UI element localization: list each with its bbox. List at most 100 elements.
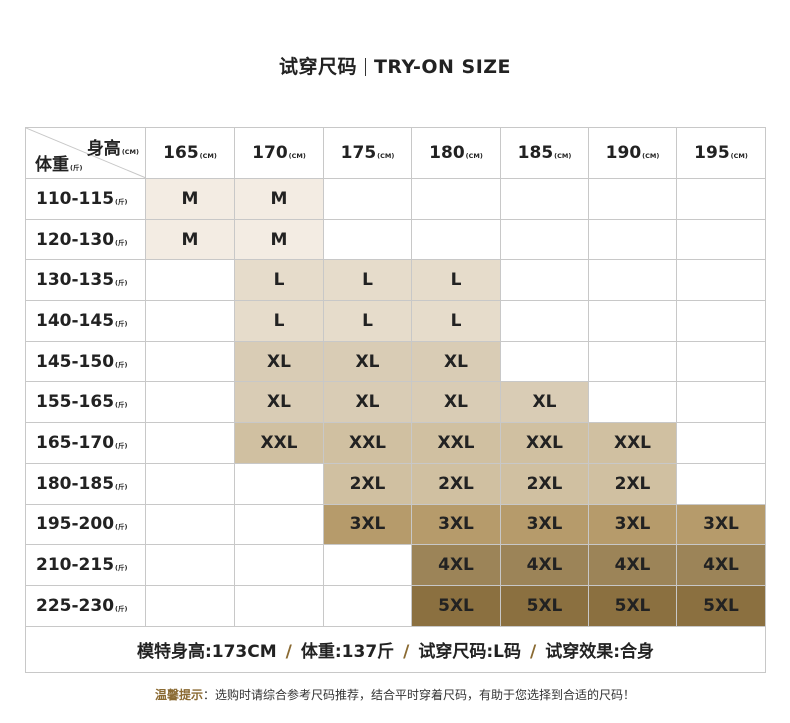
weight-cell-225-230: 225-230(斤) — [25, 584, 146, 627]
size-cell: M — [234, 178, 324, 220]
weight-value: 130-135 — [36, 270, 115, 291]
empty-cell — [588, 340, 677, 383]
empty-cell — [234, 584, 324, 627]
weight-cell-165-170: 165-170(斤) — [25, 422, 146, 464]
empty-cell — [145, 340, 235, 383]
height-unit: (CM) — [730, 152, 748, 160]
height-unit: (CM) — [377, 152, 395, 160]
size-cell: XL — [411, 340, 501, 383]
weight-cell-155-165: 155-165(斤) — [25, 381, 146, 424]
size-cell: 3XL — [323, 503, 412, 546]
empty-cell — [676, 259, 766, 302]
weight-cell-120-130: 120-130(斤) — [25, 218, 146, 261]
model-height: 模特身高:173CM — [136, 641, 277, 662]
empty-cell — [500, 259, 589, 302]
empty-cell — [411, 218, 501, 261]
height-header-170: 170(CM) — [234, 127, 324, 179]
model-info-cell: 模特身高:173CM / 体重:137斤 / 试穿尺码:L码 / 试穿效果:合身 — [25, 625, 766, 673]
size-cell: 3XL — [588, 503, 677, 546]
weight-unit: (斤) — [115, 564, 128, 573]
size-cell: 2XL — [588, 462, 677, 505]
weight-unit: (斤) — [115, 482, 128, 491]
table-row: 225-230(斤) 5XL 5XL 5XL 5XL — [25, 584, 766, 627]
size-cell: 4XL — [676, 544, 766, 586]
empty-cell — [323, 544, 412, 586]
tip-note: 温馨提示：选购时请综合参考尺码推荐，结合平时穿着尺码，有助于您选择到合适的尺码！ — [0, 686, 790, 703]
size-cell: 4XL — [411, 544, 501, 586]
weight-cell-180-185: 180-185(斤) — [25, 462, 146, 505]
empty-cell — [145, 381, 235, 424]
empty-cell — [234, 544, 324, 586]
weight-value: 165-170 — [36, 432, 115, 453]
weight-value: 110-115 — [36, 188, 115, 209]
empty-cell — [676, 462, 766, 505]
weight-unit: (斤) — [115, 441, 128, 450]
empty-cell — [588, 259, 677, 302]
weight-cell-210-215: 210-215(斤) — [25, 544, 146, 586]
size-cell: 2XL — [500, 462, 589, 505]
weight-unit: (斤) — [115, 279, 128, 288]
empty-cell — [323, 218, 412, 261]
empty-cell — [234, 503, 324, 546]
empty-cell — [145, 584, 235, 627]
empty-cell — [145, 300, 235, 342]
height-value: 170 — [252, 143, 288, 163]
size-cell: M — [145, 218, 235, 261]
height-unit: (CM) — [465, 152, 483, 160]
title-divider — [364, 58, 366, 76]
height-header-190: 190(CM) — [588, 127, 677, 179]
table-row: 195-200(斤) 3XL 3XL 3XL 3XL 3XL — [25, 503, 766, 546]
height-value: 195 — [694, 143, 730, 163]
model-info-row: 模特身高:173CM / 体重:137斤 / 试穿尺码:L码 / 试穿效果:合身 — [25, 625, 766, 673]
empty-cell — [145, 422, 235, 464]
weight-value: 225-230 — [36, 595, 115, 616]
weight-unit: (斤) — [115, 604, 128, 613]
height-unit: (CM) — [554, 152, 572, 160]
size-cell: XXL — [234, 422, 324, 464]
table-row: 110-115(斤) M M — [25, 178, 766, 220]
diagonal-line — [26, 128, 145, 178]
size-cell: XL — [323, 340, 412, 383]
height-header-185: 185(CM) — [500, 127, 589, 179]
empty-cell — [588, 381, 677, 424]
empty-cell — [500, 300, 589, 342]
height-unit: (CM) — [642, 152, 660, 160]
title-en: TRY-ON SIZE — [373, 56, 512, 78]
height-header-165: 165(CM) — [145, 127, 235, 179]
size-cell: L — [411, 259, 501, 302]
size-cell: XXL — [588, 422, 677, 464]
weight-value: 140-145 — [36, 310, 115, 331]
size-cell: L — [411, 300, 501, 342]
height-value: 175 — [340, 143, 377, 163]
empty-cell — [588, 218, 677, 261]
empty-cell — [145, 503, 235, 546]
height-value: 165 — [163, 143, 199, 163]
size-cell: XXL — [500, 422, 589, 464]
size-cell: XXL — [323, 422, 412, 464]
corner-cell: 身高(CM) 体重(斤) — [25, 127, 146, 179]
height-header-180: 180(CM) — [411, 127, 501, 179]
weight-cell-130-135: 130-135(斤) — [25, 259, 146, 302]
empty-cell — [676, 422, 766, 464]
height-value: 185 — [517, 143, 554, 163]
size-cell: XXL — [411, 422, 501, 464]
size-cell: L — [234, 300, 324, 342]
size-cell: 3XL — [411, 503, 501, 546]
empty-cell — [411, 178, 501, 220]
empty-cell — [676, 340, 766, 383]
weight-value: 195-200 — [36, 514, 115, 535]
size-chart-table: 身高(CM) 体重(斤) 165(CM) 170(CM) 175(CM) 180(CM… — [25, 127, 766, 673]
weight-cell-145-150: 145-150(斤) — [25, 340, 146, 383]
size-cell: 2XL — [411, 462, 501, 505]
empty-cell — [234, 462, 324, 505]
size-cell: L — [234, 259, 324, 302]
size-cell: 5XL — [676, 584, 766, 627]
weight-unit: (斤) — [115, 401, 128, 410]
header-row: 身高(CM) 体重(斤) 165(CM) 170(CM) 175(CM) 180(CM… — [25, 127, 766, 179]
height-value: 190 — [605, 143, 642, 163]
table-row: 140-145(斤) L L L — [25, 300, 766, 342]
title-zh: 试穿尺码 — [278, 56, 357, 78]
table-row: 130-135(斤) L L L — [25, 259, 766, 302]
empty-cell — [676, 178, 766, 220]
size-cell: 2XL — [323, 462, 412, 505]
